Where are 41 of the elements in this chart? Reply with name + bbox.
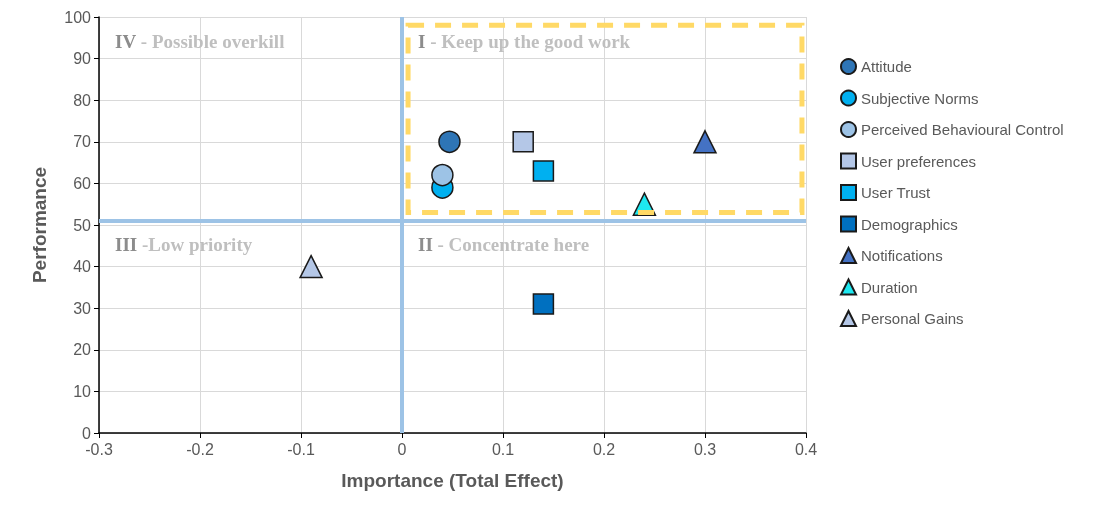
legend-label: User preferences — [861, 152, 977, 170]
x-tick-label: 0.2 — [592, 440, 616, 458]
point — [532, 293, 555, 315]
point — [438, 130, 461, 154]
point — [431, 163, 454, 187]
legend-label: Duration — [861, 278, 918, 296]
x-tick-label: 0.3 — [693, 440, 717, 458]
y-tick-label: 20 — [73, 341, 92, 359]
legend-label: Personal Gains — [861, 310, 964, 327]
x-tick-label: -0.1 — [287, 440, 315, 458]
legend-label: Perceived Behavioural Control — [861, 121, 1064, 138]
point — [512, 131, 534, 153]
y-tick-label: 0 — [82, 424, 92, 442]
y-tick-label: 80 — [73, 91, 92, 109]
x-tick-label: -0.3 — [85, 440, 113, 458]
x-tick-label: 0 — [397, 440, 407, 458]
legend-label: Subjective Norms — [861, 89, 979, 107]
y-tick-label: 30 — [73, 299, 92, 317]
legend-label: Demographics — [861, 215, 958, 233]
y-axis-title: Performance — [29, 166, 50, 284]
y-tick-label: 70 — [73, 133, 92, 151]
x-tick-label: 0.1 — [491, 440, 515, 458]
y-tick-label: 40 — [73, 258, 92, 276]
annotation: II - Concentrate here — [418, 234, 590, 256]
annotation: I - Keep up the good work — [418, 30, 631, 52]
y-tick-label: 10 — [73, 382, 92, 400]
x-tick-label: -0.2 — [186, 440, 214, 458]
point — [532, 160, 555, 182]
y-tick-label: 100 — [64, 8, 92, 26]
legend-label: Notifications — [861, 247, 943, 264]
y-tick-label: 90 — [73, 50, 92, 68]
annotation: IV - Possible overkill — [115, 30, 285, 52]
point — [693, 130, 717, 154]
x-axis-title: Importance (Total Effect) — [341, 470, 564, 491]
point — [299, 254, 323, 279]
annotation: III -Low priority — [115, 234, 253, 256]
legend-label: Attitude — [861, 58, 912, 75]
y-tick-label: 50 — [73, 216, 92, 234]
x-tick-label: 0.4 — [794, 440, 818, 458]
y-tick-label: 60 — [73, 174, 92, 192]
legend-label: User Trust — [861, 184, 932, 201]
